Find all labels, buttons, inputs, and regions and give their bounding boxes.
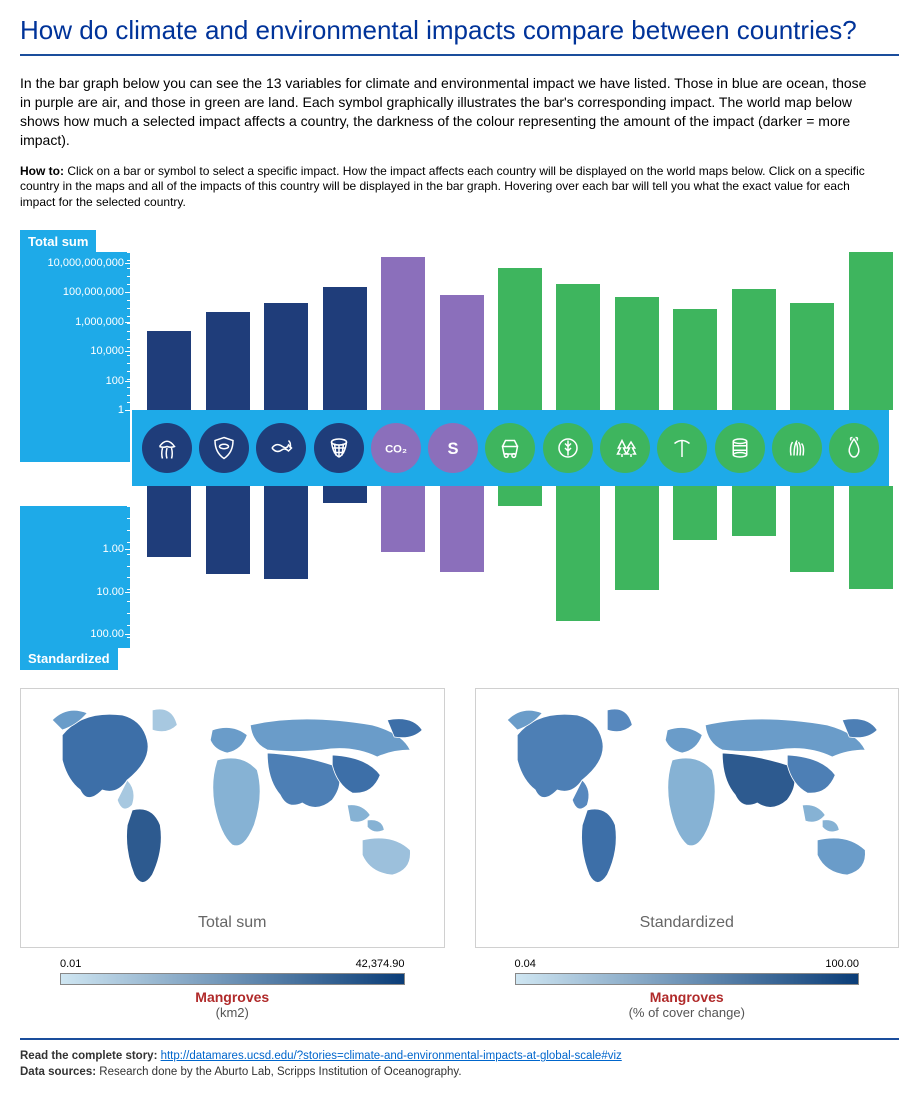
howto-label: How to: [20, 164, 64, 178]
bottom-axis-bg: 1.00 10.00 100.00 [20, 506, 130, 648]
howto-body: Click on a bar or symbol to select a spe… [20, 164, 865, 209]
top-plot [132, 252, 889, 410]
axis-tick: 10.00 [96, 586, 124, 598]
legend-left: 0.01 42,374.90 Mangroves (km2) [20, 958, 445, 1020]
bar-land-5-top[interactable] [732, 289, 776, 411]
top-axis-label: Total sum [20, 230, 96, 253]
bottom-plot [132, 486, 889, 648]
axis-tick: 1,000,000 [75, 316, 124, 328]
map-left[interactable]: Total sum [20, 688, 445, 948]
bar-land-7-top[interactable] [849, 252, 893, 410]
icon-band: CO₂ S [132, 410, 889, 486]
bar-ocean-3-bottom[interactable] [264, 486, 308, 578]
map-right[interactable]: Standardized [475, 688, 900, 948]
shield-fish-icon[interactable] [199, 423, 249, 473]
bar-ocean-1-top[interactable] [147, 331, 191, 410]
legend-left-title: Mangroves [20, 989, 445, 1005]
legend-left-unit: (km2) [20, 1005, 445, 1020]
bar-land-3-bottom[interactable] [615, 486, 659, 590]
water-drop-icon[interactable] [829, 423, 879, 473]
mine-cart-icon[interactable] [485, 423, 535, 473]
bar-ocean-4-bottom[interactable] [323, 486, 367, 503]
pickaxe-icon[interactable] [657, 423, 707, 473]
wheat-circle-icon[interactable] [543, 423, 593, 473]
co2-icon[interactable]: CO₂ [371, 423, 421, 473]
axis-tick: 10,000 [90, 345, 124, 357]
svg-text:S: S [448, 440, 459, 458]
net-icon[interactable] [314, 423, 364, 473]
bar-land-7-bottom[interactable] [849, 486, 893, 588]
legend-bar-right [515, 973, 860, 985]
maps-row: Total sum Standardized [20, 688, 899, 948]
legend-right-title: Mangroves [475, 989, 900, 1005]
footer-data-text: Research done by the Aburto Lab, Scripps… [99, 1066, 461, 1078]
grass-icon[interactable] [772, 423, 822, 473]
map-left-subtitle: Total sum [27, 914, 438, 932]
legend-right-max: 100.00 [825, 958, 859, 970]
bar-land-2-bottom[interactable] [556, 486, 600, 621]
page-title: How do climate and environmental impacts… [20, 15, 899, 56]
world-map-left[interactable] [27, 695, 438, 910]
axis-tick: 100,000,000 [63, 286, 124, 298]
footer: Read the complete story: http://datamare… [20, 1038, 899, 1080]
bars-region: CO₂ S [132, 252, 889, 648]
bar-ocean-1-bottom[interactable] [147, 486, 191, 557]
bar-air-s-bottom[interactable] [440, 486, 484, 571]
map-right-subtitle: Standardized [482, 914, 893, 932]
legend-left-min: 0.01 [60, 958, 81, 970]
footer-data-label: Data sources: [20, 1066, 99, 1078]
bar-ocean-2-top[interactable] [206, 312, 250, 410]
bar-ocean-2-bottom[interactable] [206, 486, 250, 574]
bar-ocean-4-top[interactable] [323, 287, 367, 410]
barrel-icon[interactable] [715, 423, 765, 473]
bar-air-co2-bottom[interactable] [381, 486, 425, 551]
bar-land-6-bottom[interactable] [790, 486, 834, 571]
bar-land-1-top[interactable] [498, 268, 542, 410]
bar-air-s-top[interactable] [440, 295, 484, 410]
bottom-axis-label: Standardized [20, 647, 118, 670]
top-axis-label-box: Total sum [20, 230, 130, 253]
jellyfish-icon[interactable] [142, 423, 192, 473]
fish-hook-icon[interactable] [256, 423, 306, 473]
forest-icon[interactable] [600, 423, 650, 473]
bar-land-2-top[interactable] [556, 284, 600, 410]
legend-right-min: 0.04 [515, 958, 536, 970]
intro-text: In the bar graph below you can see the 1… [20, 74, 880, 150]
svg-text:CO₂: CO₂ [385, 444, 407, 456]
bottom-axis-label-box: Standardized [20, 647, 130, 670]
bar-ocean-3-top[interactable] [264, 303, 308, 410]
top-axis-bg: 1 100 10,000 1,000,000 100,000,000 10,000,000… [20, 252, 130, 462]
bar-land-6-top[interactable] [790, 303, 834, 410]
bar-land-4-bottom[interactable] [673, 486, 717, 540]
footer-link[interactable]: http://datamares.ucsd.edu/?stories=clima… [161, 1050, 622, 1062]
howto-text: How to: Click on a bar or symbol to sele… [20, 164, 880, 211]
axis-tick: 10,000,000,000 [48, 257, 124, 269]
legend-row: 0.01 42,374.90 Mangroves (km2) 0.04 100.… [20, 958, 899, 1020]
world-map-right[interactable] [482, 695, 893, 910]
axis-tick: 1 [118, 404, 124, 416]
legend-right-unit: (% of cover change) [475, 1005, 900, 1020]
legend-bar-left [60, 973, 405, 985]
s-icon[interactable]: S [428, 423, 478, 473]
bar-air-co2-top[interactable] [381, 257, 425, 410]
bar-land-3-top[interactable] [615, 297, 659, 411]
axis-tick: 100 [106, 375, 124, 387]
legend-right: 0.04 100.00 Mangroves (% of cover change… [475, 958, 900, 1020]
legend-left-max: 42,374.90 [356, 958, 405, 970]
axis-tick: 100.00 [90, 628, 124, 640]
bar-land-5-bottom[interactable] [732, 486, 776, 536]
bar-land-1-bottom[interactable] [498, 486, 542, 506]
footer-read-label: Read the complete story: [20, 1050, 161, 1062]
bar-land-4-top[interactable] [673, 309, 717, 410]
bar-chart: Total sum 1 100 10,000 1,000,000 100,000,000… [20, 230, 899, 670]
axis-tick: 1.00 [103, 543, 124, 555]
